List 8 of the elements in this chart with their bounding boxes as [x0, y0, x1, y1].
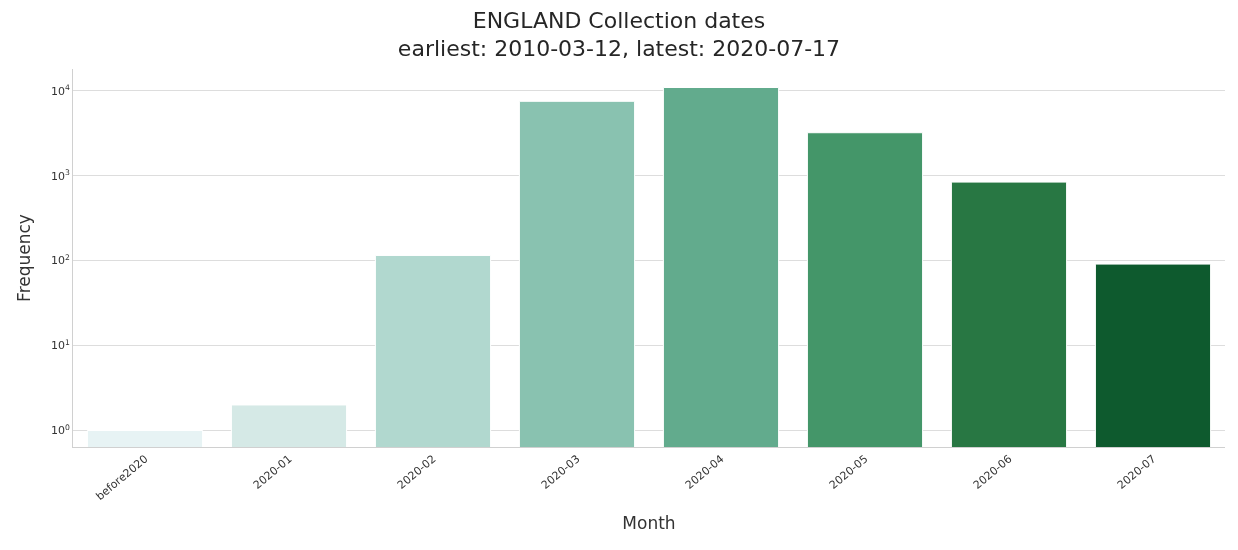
y-tick-label: 10$^{4}$: [50, 82, 70, 98]
y-tick-label: 10$^{1}$: [50, 337, 70, 353]
y-tick-label: 10$^{2}$: [50, 252, 70, 268]
y-tick-label: 10$^{3}$: [50, 167, 70, 183]
chart-title: ENGLAND Collection dates earliest: 2010-03-12, latest: 2020-07-17: [397, 7, 841, 62]
x-axis-title: Month: [622, 513, 676, 534]
y-tick-label: 10$^{0}$: [50, 422, 70, 438]
y-axis-title: Frequency: [14, 214, 35, 302]
